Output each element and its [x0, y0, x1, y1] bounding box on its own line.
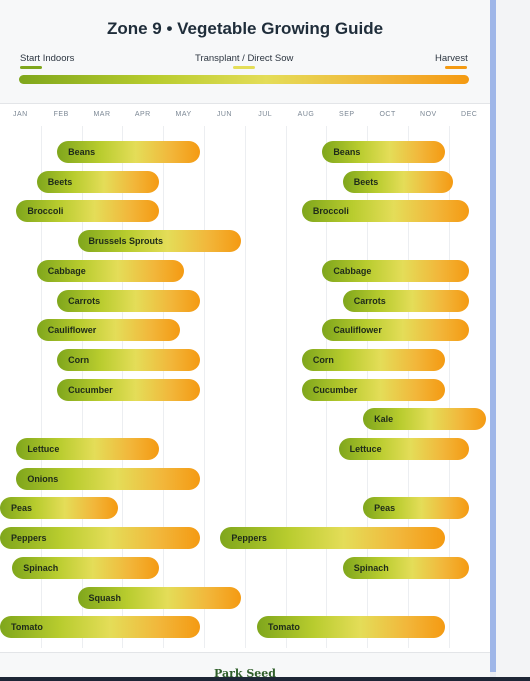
growing-bar: Carrots — [342, 289, 470, 312]
growing-bar: Brussels Sprouts — [77, 230, 241, 253]
growing-bar: Beans — [57, 141, 200, 163]
legend-harvest-label: Harvest — [435, 53, 468, 64]
crop-label: Beans — [68, 147, 96, 157]
month-tick-label: APR — [134, 111, 151, 118]
crop-label: Onions — [27, 473, 59, 484]
crop-label: Brussels Sprouts — [88, 236, 164, 247]
month-grid-line — [286, 126, 287, 648]
crop-label: Squash — [88, 592, 122, 603]
month-tick-label: JUL — [258, 111, 273, 118]
growing-bar: Lettuce — [16, 438, 160, 460]
crop-label: Cabbage — [333, 265, 372, 276]
crop-label: Peas — [374, 503, 396, 514]
month-grid-line — [204, 126, 205, 648]
month-tick-label: AUG — [297, 111, 315, 118]
month-grid-line — [41, 126, 42, 648]
crop-label: Peppers — [231, 533, 267, 544]
growing-bar: Broccoli — [301, 200, 470, 223]
growing-bar: Cucumber — [57, 378, 200, 401]
crop-label: Cauliflower — [333, 325, 382, 336]
legend-transplant-swatch — [233, 66, 255, 69]
month-grid-line — [449, 126, 450, 648]
growing-bar: Broccoli — [16, 200, 160, 223]
growing-bar: Corn — [57, 348, 200, 371]
growing-bar: Cabbage — [322, 259, 470, 282]
crop-label: Lettuce — [349, 444, 382, 454]
month-tick-label: SEP — [339, 111, 355, 118]
crop-label: Tomato — [268, 622, 300, 633]
crop-label: Cabbage — [47, 265, 86, 276]
crop-label: Beets — [353, 176, 379, 187]
crop-label: Broccoli — [312, 206, 349, 217]
crop-label: Kale — [374, 414, 394, 425]
growing-bar: Onions — [16, 467, 200, 490]
chart-title: Zone 9 • Vegetable Growing Guide — [106, 19, 384, 38]
month-tick-label: JAN — [13, 111, 28, 118]
legend-transplant-label: Transplant / Direct Sow — [195, 53, 294, 64]
crop-label: Tomato — [11, 622, 43, 633]
crop-label: Broccoli — [27, 206, 64, 217]
legend-gradient-bar — [19, 75, 469, 84]
chart-header: Zone 9 • Vegetable Growing Guide Start I… — [0, 0, 490, 104]
growing-bar: Kale — [363, 408, 486, 431]
growing-bar: Cabbage — [36, 259, 184, 282]
crop-label: Beans — [333, 147, 361, 157]
growing-bar: Squash — [77, 586, 241, 609]
growing-bar: Carrots — [57, 289, 200, 312]
growing-bar: Peppers — [0, 527, 200, 550]
month-tick-label: NOV — [420, 111, 437, 118]
growing-bar: Corn — [301, 348, 445, 371]
growing-bar: Cauliflower — [322, 319, 470, 342]
crop-label: Lettuce — [27, 444, 60, 454]
month-tick-label: OCT — [379, 111, 396, 118]
month-tick-label: DEC — [461, 111, 478, 118]
month-tick-label: FEB — [53, 111, 69, 118]
month-tick-label: MAR — [93, 111, 111, 118]
legend-start-indoors-label: Start Indoors — [20, 53, 75, 64]
crop-label: Carrots — [353, 295, 386, 306]
page-footer: Park Seed — [0, 652, 490, 681]
growing-bar: Peas — [363, 497, 470, 520]
growing-bar: Tomato — [0, 616, 200, 639]
growing-bar: Cauliflower — [36, 319, 180, 342]
legend-harvest-swatch — [445, 66, 467, 69]
crop-label: Peppers — [11, 533, 47, 544]
scrollbar-thumb[interactable] — [490, 0, 496, 672]
growing-bar: Beets — [342, 170, 453, 193]
growing-bar: Lettuce — [338, 438, 470, 460]
growing-bar: Beans — [322, 141, 445, 163]
crop-label: Cucumber — [312, 384, 358, 395]
growing-bar: Beets — [36, 170, 160, 193]
month-tick-label: MAY — [175, 111, 192, 118]
growing-bar: Spinach — [342, 556, 470, 579]
growing-bar: Peppers — [220, 527, 445, 550]
brand-logo: Park Seed — [214, 667, 276, 680]
growing-bar: Peas — [0, 497, 119, 520]
crop-label: Beets — [47, 176, 73, 187]
crop-label: Cucumber — [68, 384, 113, 395]
crop-label: Carrots — [68, 295, 101, 306]
month-tick-label: JUN — [216, 111, 232, 118]
growing-bar: Spinach — [12, 556, 160, 579]
crop-label: Spinach — [353, 562, 389, 573]
window-bottom-edge — [0, 677, 530, 681]
crop-label: Peas — [11, 503, 33, 514]
crop-label: Spinach — [23, 562, 59, 573]
legend-start-indoors-swatch — [20, 66, 42, 69]
crop-label: Corn — [68, 354, 90, 365]
growing-bar: Tomato — [257, 616, 445, 639]
crop-label: Corn — [312, 354, 334, 365]
chart-page: Zone 9 • Vegetable Growing Guide Start I… — [0, 0, 490, 681]
crop-label: Cauliflower — [47, 325, 97, 336]
growing-bar: Cucumber — [301, 378, 445, 401]
month-grid-line — [245, 126, 246, 648]
